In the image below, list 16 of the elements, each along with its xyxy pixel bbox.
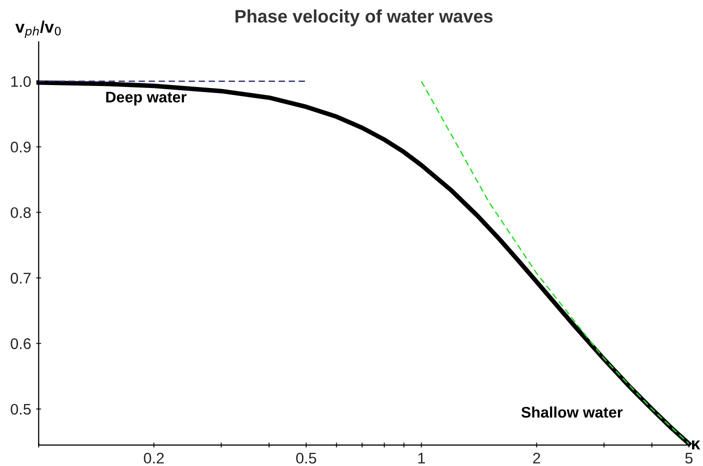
annotation: Deep water — [106, 92, 186, 106]
x-tick-label: 0.5 — [296, 452, 316, 464]
x-tick-label: 1 — [418, 452, 425, 464]
y-tick-label: 0.7 — [10, 272, 31, 284]
y-tick-label: 0.8 — [10, 207, 31, 218]
y-tick-label: 0.6 — [10, 338, 31, 350]
y-axis-title: v$_{ph}$/v$_{0}$ — [15, 20, 61, 38]
y-tick-label: 1.0 — [11, 76, 31, 87]
y-tick-label: 0.5 — [10, 404, 31, 415]
y-tick-label: 0.9 — [10, 142, 31, 152]
annotation: Shallow water — [521, 406, 623, 418]
x-tick-label: 5 — [685, 452, 693, 464]
chart-title: Phase velocity of water waves — [236, 9, 493, 26]
x-axis-title: κ — [692, 440, 700, 450]
x-tick-label: 2 — [533, 452, 540, 464]
x-tick-label: 0.2 — [144, 452, 164, 464]
